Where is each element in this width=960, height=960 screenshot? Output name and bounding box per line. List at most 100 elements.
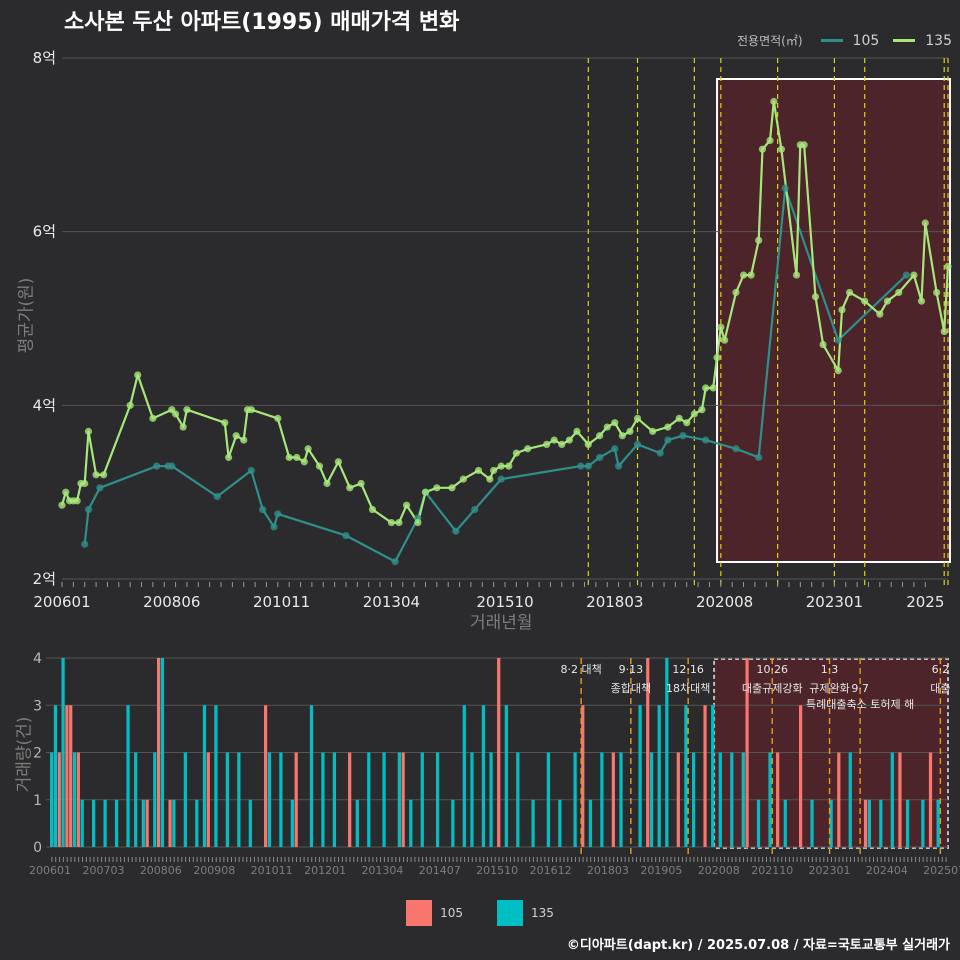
data-point-135 (304, 445, 312, 453)
bar-135 (309, 705, 314, 847)
data-point-135 (232, 432, 240, 440)
data-point-105 (577, 462, 585, 470)
data-point-105 (834, 336, 842, 344)
data-point-135 (247, 406, 255, 414)
legend-label-105: 105 (852, 32, 880, 49)
data-point-105 (781, 184, 789, 192)
bar-105 (837, 752, 841, 847)
data-point-135 (543, 440, 551, 449)
data-point-135 (698, 406, 706, 414)
data-point-105 (270, 523, 278, 531)
bar-135 (730, 752, 734, 847)
bar-105 (898, 752, 902, 847)
bar-135 (768, 752, 772, 847)
bar-135 (134, 752, 138, 847)
data-point-135 (497, 462, 505, 470)
bar-105 (69, 705, 73, 847)
policy-label-line2: 대출규제강화 (742, 682, 803, 695)
data-point-105 (247, 466, 255, 475)
x-tick-label-bottom: 201612 (530, 864, 572, 877)
legend-swatch-105 (820, 39, 843, 42)
bar-135 (103, 799, 107, 847)
bar-135 (665, 658, 669, 847)
data-point-135 (702, 384, 710, 392)
policy-label-line1: 9·13 (619, 663, 644, 676)
data-point-135 (524, 445, 532, 453)
x-tick-label-bottom: 201407 (419, 864, 461, 877)
policy-label-line2: 규제완화 (809, 682, 849, 695)
data-point-105 (584, 462, 592, 470)
data-point-135 (512, 449, 520, 457)
bar-135 (172, 799, 176, 847)
footer-credit: ©디아파트(dapt.kr) / 2025.07.08 / 자료=국토교통부 실… (566, 938, 950, 953)
data-point-135 (490, 466, 498, 475)
bar-105 (168, 799, 172, 847)
bar-135 (153, 752, 157, 847)
bar-135 (214, 705, 218, 847)
bar-135 (684, 705, 688, 847)
data-point-105 (611, 445, 619, 453)
bar-135 (718, 752, 722, 847)
bar-135 (92, 799, 96, 847)
data-point-135 (739, 271, 748, 279)
x-tick-label-top: 2025 (906, 593, 944, 611)
legend-top: 전용면적(㎡) 105 135 (737, 32, 952, 49)
bar-135 (879, 799, 883, 847)
data-point-135 (171, 410, 180, 418)
x-tick-label-bottom: 201905 (640, 864, 682, 877)
data-point-105 (84, 505, 93, 514)
data-point-135 (285, 453, 293, 462)
bar-105 (65, 705, 69, 847)
legend-title: 전용면적(㎡) (737, 34, 803, 48)
x-tick-label-bottom: 201510 (476, 864, 518, 877)
y-tick-label-top: 6억 (33, 223, 56, 241)
bar-105 (401, 752, 405, 847)
data-point-135 (845, 288, 854, 297)
bar-135 (435, 752, 440, 847)
data-point-135 (433, 484, 441, 492)
data-point-135 (709, 384, 717, 392)
data-point-135 (300, 458, 308, 466)
data-point-135 (73, 497, 81, 505)
x-tick-label-bottom: 201803 (587, 864, 629, 877)
bar-105 (581, 705, 585, 847)
bar-135 (546, 752, 550, 847)
policy-label-line2: 대출 (930, 682, 950, 695)
x-tick-label-bottom: 202008 (698, 864, 740, 877)
bar-135 (114, 799, 119, 847)
x-tick-label-bottom: 201201 (304, 864, 346, 877)
bar-135 (237, 752, 241, 847)
data-point-105 (702, 436, 710, 444)
data-point-135 (100, 471, 108, 479)
legend-bottom-label-135: 135 (531, 906, 554, 920)
bar-135 (905, 799, 910, 847)
bar-135 (321, 752, 325, 847)
series-line-135 (60, 100, 950, 524)
bar-135 (588, 799, 593, 847)
policy-label-line2: 9·7 (851, 682, 869, 695)
data-point-135 (649, 427, 657, 435)
data-point-105 (679, 432, 687, 440)
bar-135 (504, 705, 508, 847)
data-point-135 (474, 466, 483, 475)
bar-135 (649, 752, 654, 847)
data-point-135 (861, 297, 869, 305)
data-point-135 (134, 371, 142, 379)
bar-135 (290, 799, 294, 847)
bar-105 (497, 658, 501, 847)
policy-label-line1: 8·2 대책 (561, 663, 602, 676)
data-point-135 (58, 501, 66, 509)
data-point-135 (402, 501, 411, 509)
data-point-135 (675, 414, 683, 422)
policy-label-line2: 특례대출축소 토허제 해 (806, 697, 914, 711)
bar-135 (638, 705, 642, 847)
bar-105 (798, 705, 803, 847)
bar-135 (332, 752, 336, 847)
data-point-135 (883, 297, 892, 305)
y-axis-title-top: 평균가(원) (16, 277, 37, 354)
data-point-135 (758, 145, 767, 153)
policy-label-line2: 18차대책 (666, 682, 710, 695)
x-tick-label-top: 201803 (586, 593, 643, 611)
x-tick-label-top: 200806 (143, 593, 200, 611)
data-point-135 (149, 414, 157, 422)
